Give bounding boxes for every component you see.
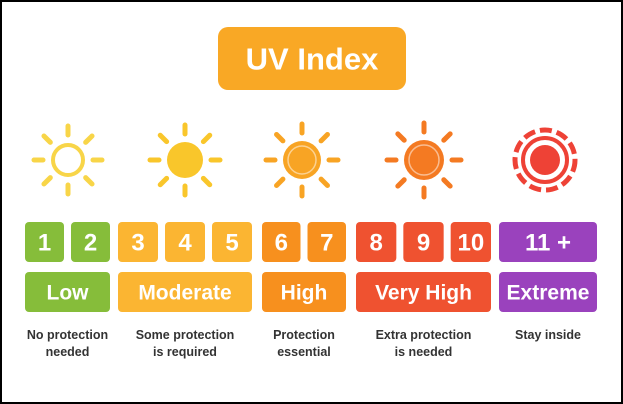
uv-number: 10 [457, 230, 484, 257]
sun [167, 142, 203, 178]
level-tile [118, 272, 252, 312]
number-tile [356, 222, 397, 262]
number-tile [118, 222, 158, 262]
sun-ray [274, 176, 286, 188]
sun [530, 145, 560, 175]
description: Protection [273, 328, 335, 342]
title-box [218, 27, 406, 90]
description: is required [153, 345, 217, 359]
number-tile [307, 222, 346, 262]
level-label: High [281, 282, 328, 305]
description: Some protection [136, 328, 235, 342]
number-tile [165, 222, 205, 262]
uv-number: 8 [369, 230, 382, 257]
level-tile [25, 272, 110, 312]
sun-ray [157, 132, 170, 145]
description: Stay inside [515, 328, 581, 342]
uv-number: 4 [178, 230, 192, 257]
uv-number: 1 [38, 230, 51, 257]
sun-ring [512, 127, 578, 193]
sun-ray [83, 133, 95, 145]
level-tile [262, 272, 346, 312]
description: No protection [27, 328, 108, 342]
number-tile [25, 222, 64, 262]
uv-number: 7 [320, 230, 333, 257]
number-tile [262, 222, 301, 262]
sun-ray [318, 132, 330, 144]
sun-ray [274, 132, 286, 144]
number-tile [212, 222, 252, 262]
sun-ray [200, 132, 213, 145]
uv-number: 11 + [525, 230, 571, 257]
description: is needed [395, 345, 453, 359]
level-label: Low [47, 282, 90, 305]
uv-number: 3 [131, 230, 144, 257]
sun-ray [395, 131, 407, 143]
sun-ray [395, 177, 407, 189]
uv-number: 5 [225, 230, 238, 257]
sun-ray [41, 133, 53, 145]
level-tile [499, 272, 597, 312]
sun [404, 140, 444, 180]
description: essential [277, 345, 331, 359]
sun-ray [441, 177, 453, 189]
sun-ray [318, 176, 330, 188]
sun [51, 143, 85, 177]
uv-number: 9 [417, 230, 430, 257]
uv-number: 2 [84, 230, 97, 257]
number-tile [71, 222, 110, 262]
sun-ray [157, 175, 170, 188]
title: UV Index [246, 42, 379, 77]
level-label: Very High [375, 282, 472, 305]
level-tile [356, 272, 491, 312]
description: Extra protection [376, 328, 472, 342]
sun-ring [287, 145, 317, 175]
uv-number: 6 [275, 230, 288, 257]
sun-ray [441, 131, 453, 143]
number-tile [499, 222, 597, 262]
level-label: Moderate [138, 282, 231, 305]
number-tile [403, 222, 444, 262]
sun-ray [41, 175, 53, 187]
description: needed [46, 345, 90, 359]
level-label: Extreme [507, 282, 590, 305]
sun-ring [521, 136, 569, 184]
sun-ring [408, 144, 440, 176]
sun-ray [200, 175, 213, 188]
number-tile [450, 222, 491, 262]
sun-ray [83, 175, 95, 187]
